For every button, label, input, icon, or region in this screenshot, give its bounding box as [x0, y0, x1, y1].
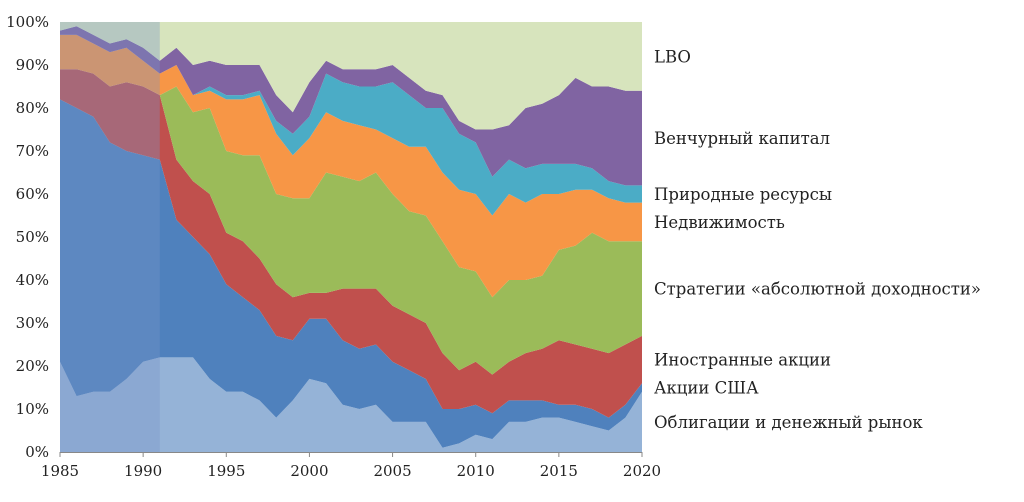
area-series-1 — [60, 357, 642, 452]
y-tick-label: 40% — [16, 271, 49, 289]
area-series-5 — [60, 34, 642, 298]
x-tick-label: 1985 — [41, 462, 79, 480]
area-series-8 — [60, 22, 642, 130]
x-tick-label: 2015 — [540, 462, 578, 480]
y-tick-label: 70% — [16, 142, 49, 160]
y-tick-label: 0% — [25, 443, 49, 461]
series-labels: Облигации и денежный рынок Акции США Иност… — [654, 47, 981, 432]
area-series-7 — [60, 26, 642, 186]
series-label: Стратегии «абсолютной доходности» — [654, 280, 981, 299]
series-label: Акции США — [654, 379, 759, 398]
x-tick-label: 2010 — [457, 462, 495, 480]
y-tick-labels: 0% 10% 20% 30% 40% 50% 60% 70% 80% 90% 100% — [6, 13, 49, 461]
y-tick-label: 20% — [16, 357, 49, 375]
x-tick-label: 1995 — [207, 462, 245, 480]
series-label: Облигации и денежный рынок — [654, 413, 923, 432]
y-tick-label: 10% — [16, 400, 49, 418]
x-tick-label: 2000 — [290, 462, 328, 480]
series-label: Венчурный капитал — [654, 129, 830, 148]
y-tick-label: 100% — [6, 13, 49, 31]
y-tick-label: 30% — [16, 314, 49, 332]
x-tick-label: 1990 — [124, 462, 162, 480]
area-series-2 — [60, 99, 642, 448]
y-tick-label: 60% — [16, 185, 49, 203]
y-tick-label: 90% — [16, 56, 49, 74]
series-label: LBO — [654, 47, 691, 66]
x-tick-label: 2005 — [373, 462, 411, 480]
series-label: Недвижимость — [654, 213, 785, 232]
series-label: Природные ресурсы — [654, 185, 832, 204]
highlight-band — [60, 22, 160, 452]
x-tick-label: 2020 — [623, 462, 661, 480]
area-series-3 — [60, 69, 642, 418]
y-tick-label: 80% — [16, 99, 49, 117]
series-label: Иностранные акции — [654, 351, 831, 370]
area-series-group — [60, 22, 642, 452]
y-tick-label: 50% — [16, 228, 49, 246]
area-series-4 — [60, 69, 642, 375]
x-tick-labels: 1985 1990 1995 2000 2005 2010 2015 2020 — [41, 452, 661, 480]
